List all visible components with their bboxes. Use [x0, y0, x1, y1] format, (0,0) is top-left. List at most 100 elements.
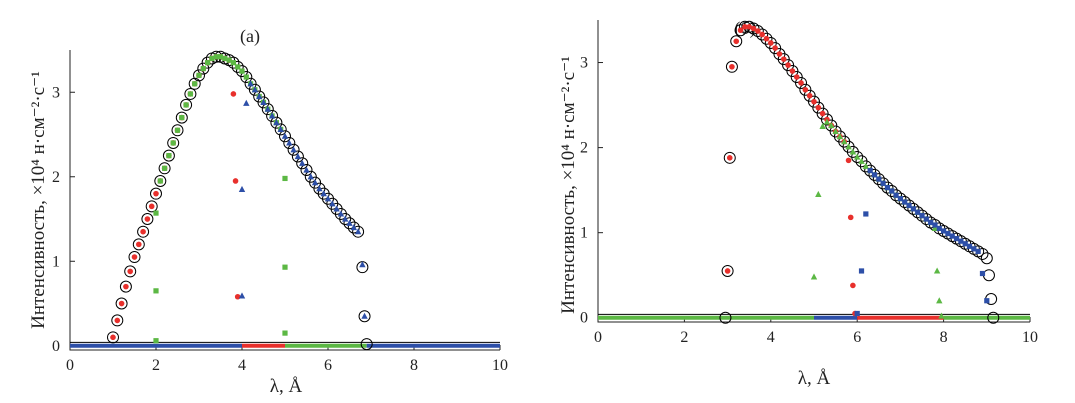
data-point [894, 192, 907, 205]
y-axis-label-b: Интенсивность, ×10⁴ н·см⁻²·с⁻¹ [558, 56, 579, 314]
data-point [274, 123, 287, 136]
data-point [880, 180, 886, 186]
data-point [919, 213, 925, 219]
data-point [342, 215, 349, 222]
data-point [358, 310, 371, 323]
data-point [304, 170, 317, 183]
data-point [153, 288, 159, 294]
data-point [174, 127, 181, 133]
data-point [193, 69, 205, 82]
data-point [131, 254, 138, 260]
data-point [854, 310, 860, 317]
x-tick-label: 10 [1022, 329, 1038, 346]
data-point [307, 173, 314, 180]
data-point [730, 35, 743, 48]
data-point [260, 98, 267, 105]
data-point [217, 54, 224, 60]
data-point [811, 98, 817, 105]
data-point [945, 230, 951, 237]
data-point [812, 101, 825, 114]
data-point [346, 219, 353, 226]
data-point [309, 176, 322, 189]
x-tick-label: 4 [767, 329, 775, 346]
data-point [296, 157, 309, 170]
data-point [153, 190, 159, 197]
data-point [785, 62, 791, 68]
data-point [303, 166, 310, 173]
data-point [953, 236, 960, 242]
data-point [123, 283, 129, 290]
data-point [114, 317, 121, 324]
data-point [205, 60, 211, 66]
data-point [268, 112, 276, 119]
y-tick-label: 0 [580, 310, 588, 327]
data-point [154, 174, 167, 187]
series-red [724, 24, 858, 317]
data-point [898, 196, 911, 209]
data-point [248, 83, 261, 96]
data-point [872, 173, 885, 186]
data-point [236, 65, 248, 78]
data-point [124, 265, 137, 278]
data-point [359, 261, 366, 268]
data-point [786, 65, 799, 78]
data-point [222, 55, 228, 62]
y-tick-label: 2 [580, 140, 588, 157]
x-tick-label: 2 [152, 357, 160, 374]
data-point [232, 178, 239, 184]
data-point [751, 25, 764, 38]
data-point [247, 80, 254, 87]
y-axis-label-a: Интенсивность, ×10⁴ н·см⁻²·с⁻¹ [28, 71, 49, 329]
data-point [871, 172, 878, 178]
data-point [782, 59, 795, 72]
data-point [763, 35, 770, 42]
data-point [723, 151, 736, 164]
data-point [760, 32, 773, 45]
data-point [213, 54, 219, 60]
data-point [175, 111, 188, 124]
data-point [277, 125, 284, 133]
data-point [832, 127, 839, 135]
data-point [243, 74, 249, 80]
chart-panel-b: (б) λ, Å Интенсивность, ×10⁴ н·см⁻²·с⁻¹ … [558, 18, 1038, 389]
data-point [836, 133, 844, 140]
data-point [851, 150, 864, 163]
data-point [885, 184, 898, 197]
x-axis-label-b: λ, Å [798, 368, 831, 389]
x-tick-label: 2 [680, 329, 688, 346]
data-point [750, 25, 757, 32]
data-point [932, 222, 938, 228]
data-point [819, 110, 826, 117]
data-point [808, 95, 820, 108]
data-point [928, 219, 934, 226]
data-point [183, 102, 189, 108]
x-tick-label: 4 [238, 357, 246, 374]
data-point [162, 165, 168, 171]
data-point [980, 252, 993, 265]
data-point [907, 202, 920, 215]
data-point [863, 211, 869, 217]
chart-title-a: (а) [240, 26, 260, 47]
data-point [316, 185, 323, 192]
data-point [209, 55, 215, 62]
data-point [253, 90, 266, 103]
chart-panel-a: (а) λ, Å Интенсивность, ×10⁴ н·см⁻²·с⁻¹ … [28, 26, 508, 397]
axes-a: 0 2 4 6 8 10 0 1 2 3 [52, 50, 508, 374]
data-point [166, 153, 172, 159]
data-point [906, 202, 912, 209]
data-point [920, 213, 933, 226]
data-point [933, 267, 941, 274]
data-point [849, 148, 857, 155]
data-point [290, 146, 297, 153]
x-tick-label: 8 [410, 357, 418, 374]
data-point [798, 80, 804, 86]
data-point [140, 228, 146, 235]
data-point [282, 264, 288, 270]
x-tick-label: 6 [853, 329, 861, 346]
data-point [719, 311, 732, 324]
data-point [815, 104, 822, 111]
data-point [352, 225, 365, 238]
data-point [226, 57, 232, 63]
data-point [361, 312, 368, 319]
data-point [841, 138, 848, 145]
